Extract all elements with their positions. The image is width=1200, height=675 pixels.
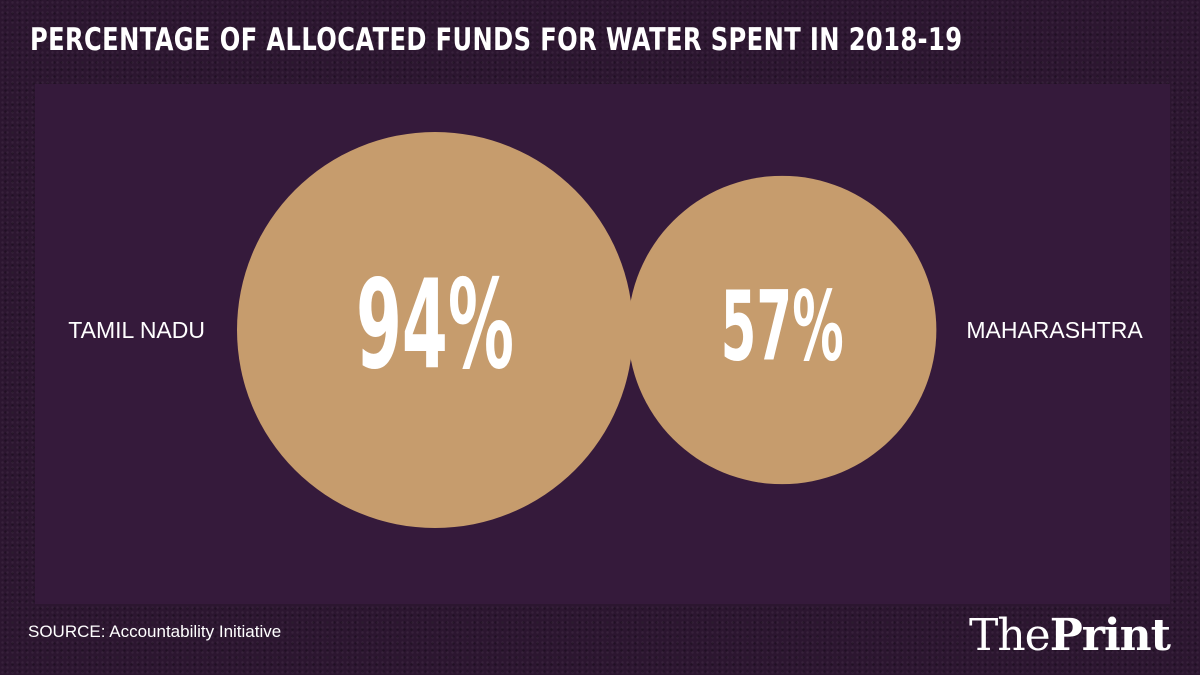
source-note: SOURCE: Accountability Initiative — [28, 622, 282, 641]
bubble-tamil-nadu — [237, 132, 633, 528]
logo-the: The — [968, 610, 1051, 661]
value-label-tamil-nadu: 94% — [356, 255, 514, 398]
bubble-maharashtra — [628, 175, 937, 485]
category-label-tamil-nadu: TAMIL NADU — [68, 317, 205, 343]
chart-title: PERCENTAGE OF ALLOCATED FUNDS FOR WATER … — [30, 22, 963, 58]
logo-print: Print — [1049, 610, 1171, 661]
category-label-maharashtra: MAHARASHTRA — [966, 317, 1143, 343]
value-label-maharashtra: 57% — [721, 270, 844, 382]
theprint-logo: ThePrint — [968, 610, 1171, 661]
